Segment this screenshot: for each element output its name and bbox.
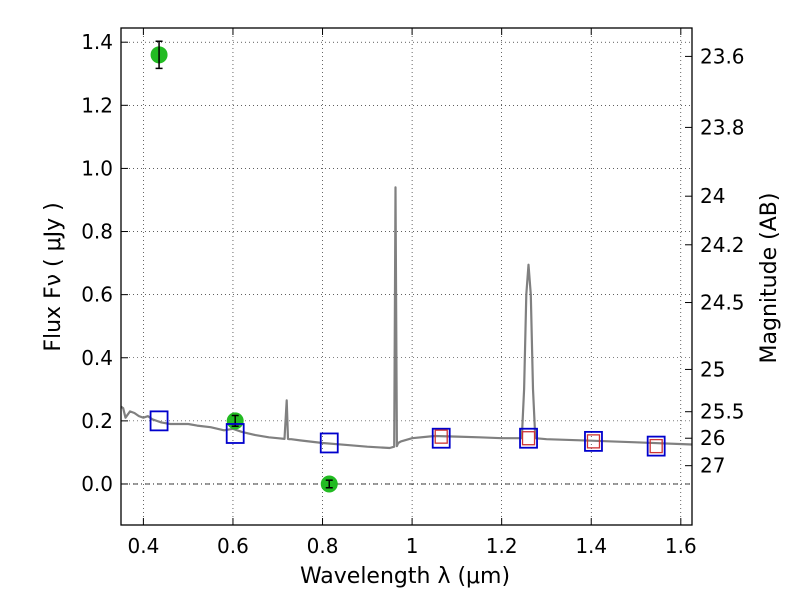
marker-layer bbox=[149, 40, 666, 493]
x-axis-label: Wavelength λ (μm) bbox=[300, 564, 510, 589]
mag-tick-label: 24.5 bbox=[700, 291, 745, 315]
y-tick-label: 1.2 bbox=[81, 93, 113, 117]
model-square-small-marker bbox=[649, 438, 663, 454]
y-tick-label: 1.4 bbox=[81, 30, 113, 54]
model-square-marker bbox=[149, 410, 169, 432]
y-tick-label: 0.4 bbox=[81, 346, 113, 370]
mag-tick-label: 27 bbox=[700, 454, 725, 478]
model-square-marker bbox=[646, 435, 666, 457]
mag-tick-label: 26 bbox=[700, 426, 725, 450]
grid-lines bbox=[121, 28, 692, 525]
spectrum-line bbox=[120, 186, 693, 450]
y-axis-label: Flux Fν ( μJy ) bbox=[41, 202, 66, 351]
x-tick-label: 1 bbox=[406, 534, 419, 558]
mag-tick-label: 23.8 bbox=[700, 115, 745, 139]
y-tick-label: 1.0 bbox=[81, 156, 113, 180]
y-axis-right-label: Magnitude (AB) bbox=[757, 193, 782, 364]
plot-frame bbox=[120, 27, 693, 526]
model-square-small-marker bbox=[586, 434, 601, 449]
x-tick-label: 0.6 bbox=[217, 534, 249, 558]
x-tick-label: 1.2 bbox=[486, 534, 518, 558]
mag-tick-label: 24.2 bbox=[700, 233, 745, 257]
x-tick-label: 1.4 bbox=[575, 534, 607, 558]
mag-tick-label: 25.5 bbox=[700, 400, 745, 424]
x-tick-label: 0.4 bbox=[127, 534, 159, 558]
model-square-marker bbox=[225, 423, 245, 444]
spectrum-layer bbox=[120, 186, 693, 450]
y-tick-label: 0.6 bbox=[81, 283, 113, 307]
y-tick-label: 0.8 bbox=[81, 220, 113, 244]
model-square-small-marker bbox=[521, 431, 536, 446]
model-square-marker bbox=[519, 427, 538, 449]
model-square-marker bbox=[431, 427, 451, 449]
mag-tick-label: 24 bbox=[700, 184, 725, 208]
model-square-small-marker bbox=[434, 429, 448, 444]
x-tick-label: 1.6 bbox=[665, 534, 697, 558]
tick-layer: 0.4 0.6 0.8 1 1.2 1.4 1.6 0.0 0.2 0.4 0.6 0.8 1.0 1.2… bbox=[81, 28, 745, 558]
x-tick-label: 0.8 bbox=[307, 534, 339, 558]
y-tick-label: 0.0 bbox=[81, 472, 113, 496]
model-square-marker bbox=[584, 430, 603, 452]
mag-tick-label: 23.6 bbox=[700, 44, 745, 68]
y-tick-label: 0.2 bbox=[81, 409, 113, 433]
model-square-marker bbox=[319, 432, 339, 454]
mag-tick-label: 25 bbox=[700, 357, 725, 381]
